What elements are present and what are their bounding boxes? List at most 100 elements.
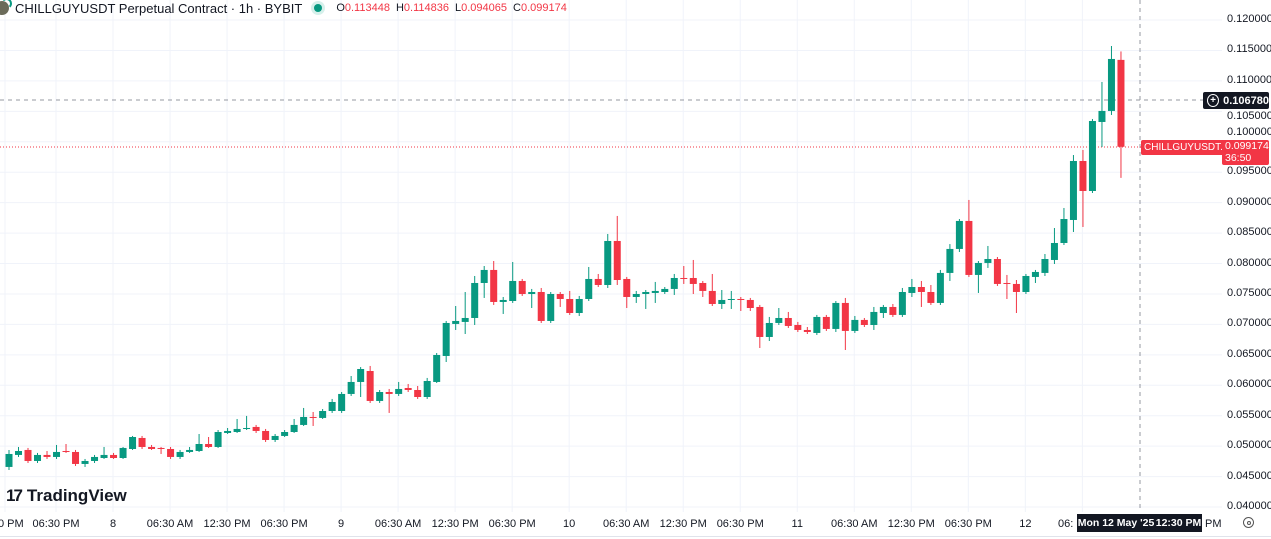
candle-body <box>984 258 992 263</box>
candle <box>319 408 327 419</box>
tradingview-logo[interactable]: 17 TradingView <box>6 486 127 506</box>
price-tick-label: 0.070000 <box>1227 317 1271 330</box>
candle <box>34 452 42 463</box>
tradingview-logo-icon: 17 <box>6 486 23 505</box>
gear-icon[interactable] <box>1243 517 1254 528</box>
candle-body <box>651 290 659 293</box>
ohlc-low: L0.094065 <box>454 2 507 14</box>
candle-body <box>851 319 859 331</box>
time-tick-label: 06:30 PM <box>32 518 80 530</box>
time-tick-label: 9 <box>338 518 345 530</box>
candle-body <box>870 311 878 325</box>
candle-body <box>1060 219 1068 243</box>
candle <box>946 244 954 281</box>
candle <box>404 383 412 393</box>
candle-body <box>946 248 954 273</box>
candle <box>24 447 32 463</box>
candle <box>908 278 916 297</box>
candle-body <box>252 426 260 431</box>
candle <box>357 367 365 397</box>
candle <box>556 291 564 307</box>
candle <box>822 314 830 331</box>
candle <box>1069 155 1077 232</box>
price-tick-label: 0.055000 <box>1227 408 1271 421</box>
candle <box>471 275 479 325</box>
candle-body <box>594 278 602 285</box>
candle <box>414 385 422 399</box>
candle-body <box>661 288 669 292</box>
candle <box>1012 279 1020 313</box>
candle <box>300 407 308 426</box>
time-tick-label: 12 <box>1019 518 1032 530</box>
candle-body <box>680 277 688 279</box>
candle <box>689 259 697 294</box>
candle-body <box>433 354 441 382</box>
candle <box>537 287 545 323</box>
candle <box>195 434 203 452</box>
candle <box>794 321 802 332</box>
time-tick-label: 06:30 PM <box>260 518 308 530</box>
candle <box>119 446 127 459</box>
candle-body <box>803 329 811 332</box>
crosshair-price-label: + 0.106780 <box>1203 92 1269 109</box>
candle-body <box>205 443 213 447</box>
candle-body <box>357 368 365 382</box>
candle <box>879 304 887 318</box>
candle <box>376 389 384 403</box>
candle <box>243 415 251 430</box>
time-tick-label: 12:30 PM <box>659 518 707 530</box>
candle-body <box>860 319 868 325</box>
candle <box>290 418 298 433</box>
candle <box>1088 118 1096 194</box>
candle <box>62 443 70 453</box>
candle-body <box>765 322 773 337</box>
candle <box>5 449 13 470</box>
candle-body <box>233 428 241 433</box>
current-price-value: 0.099174 <box>1225 140 1269 152</box>
candle <box>423 377 431 399</box>
candle <box>803 326 811 334</box>
candle <box>214 429 222 448</box>
market-status-icon[interactable] <box>314 4 323 12</box>
candle <box>575 295 583 316</box>
candle <box>509 261 517 303</box>
crosshair-time: 12:30 PM <box>1155 517 1202 529</box>
plus-circle-icon[interactable]: + <box>1207 94 1220 107</box>
candle-body <box>993 258 1001 284</box>
candle-body <box>537 291 545 321</box>
chart-legend: CHILLGUYUSDT Perpetual Contract · 1h · B… <box>0 0 573 16</box>
candle-body <box>347 381 355 394</box>
candle <box>870 306 878 330</box>
candle <box>642 289 650 309</box>
ohlc-high: H0.114836 <box>395 2 449 14</box>
candle <box>81 458 89 467</box>
time-tick-label: 06:30 PM <box>716 518 764 530</box>
candle <box>594 273 602 287</box>
symbol-title[interactable]: CHILLGUYUSDT Perpetual Contract · 1h · B… <box>15 0 303 16</box>
candle <box>442 320 450 362</box>
price-tick-label: 0.060000 <box>1227 378 1271 391</box>
candle-body <box>91 456 99 461</box>
candle-body <box>974 262 982 275</box>
candle <box>461 291 469 334</box>
candle <box>917 280 925 307</box>
candle <box>1022 273 1030 294</box>
candle-body <box>575 298 583 313</box>
candle <box>281 429 289 437</box>
candle-body <box>708 290 716 304</box>
candle <box>91 454 99 463</box>
price-tick-label: 0.090000 <box>1227 195 1271 208</box>
candle <box>965 199 973 277</box>
time-tick-label: 06: <box>1058 518 1074 530</box>
candle <box>1041 254 1049 276</box>
candle <box>680 265 688 284</box>
candle-body <box>110 454 118 458</box>
candle <box>604 233 612 288</box>
candle-body <box>81 460 89 464</box>
candle-body <box>1079 160 1087 191</box>
price-tick-label: 0.110000 <box>1227 73 1271 86</box>
candle <box>309 411 317 426</box>
candle-body <box>423 380 431 397</box>
candle <box>746 297 754 311</box>
